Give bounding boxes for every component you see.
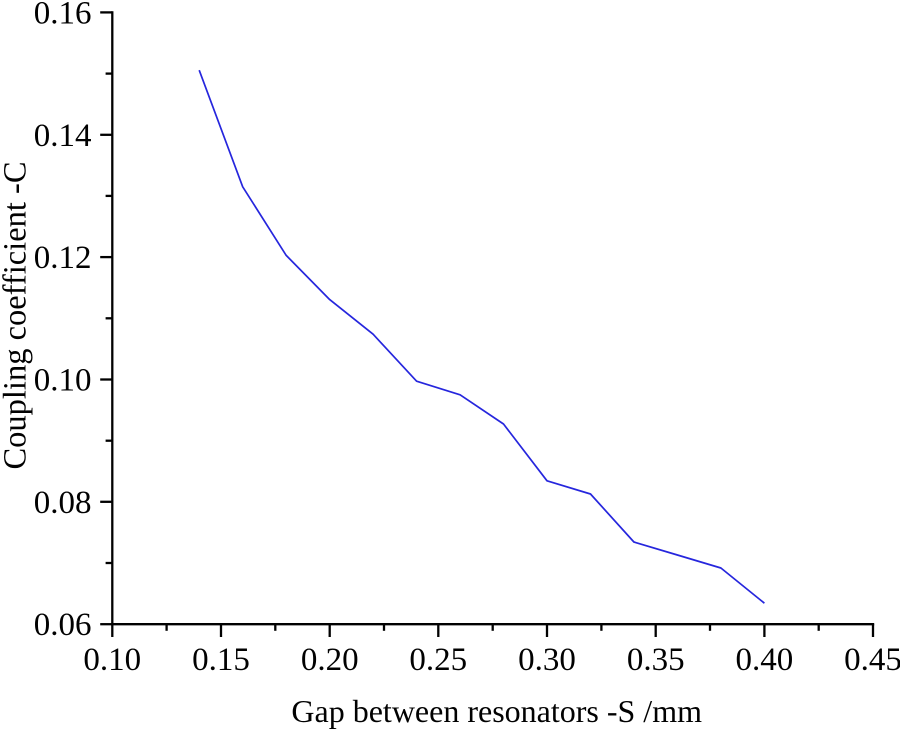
svg-text:Gap between resonators -S /mm: Gap between resonators -S /mm	[291, 693, 702, 729]
svg-text:0.40: 0.40	[736, 642, 794, 678]
svg-text:0.10: 0.10	[34, 363, 92, 399]
svg-text:0.16: 0.16	[34, 0, 92, 31]
svg-text:Coupling coefficient -C: Coupling coefficient -C	[0, 161, 34, 469]
svg-text:0.35: 0.35	[627, 642, 685, 678]
svg-text:0.14: 0.14	[34, 118, 92, 154]
svg-text:0.06: 0.06	[34, 607, 92, 643]
svg-text:0.30: 0.30	[518, 642, 576, 678]
svg-text:0.25: 0.25	[409, 642, 467, 678]
svg-text:0.15: 0.15	[192, 642, 250, 678]
svg-text:0.12: 0.12	[34, 240, 92, 276]
svg-text:0.10: 0.10	[83, 642, 141, 678]
svg-text:0.08: 0.08	[34, 485, 92, 521]
svg-text:0.45: 0.45	[844, 642, 900, 678]
svg-text:0.20: 0.20	[301, 642, 359, 678]
